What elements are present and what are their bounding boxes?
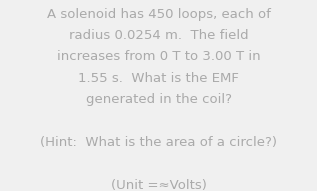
Text: radius 0.0254 m.  The field: radius 0.0254 m. The field [69, 29, 248, 42]
Text: 1.55 s.  What is the EMF: 1.55 s. What is the EMF [78, 72, 239, 85]
Text: A solenoid has 450 loops, each of: A solenoid has 450 loops, each of [47, 8, 270, 21]
Text: increases from 0 T to 3.00 T in: increases from 0 T to 3.00 T in [57, 50, 260, 63]
Text: (Unit =≈Volts): (Unit =≈Volts) [111, 179, 206, 191]
Text: (Hint:  What is the area of a circle?): (Hint: What is the area of a circle?) [40, 136, 277, 149]
Text: generated in the coil?: generated in the coil? [86, 93, 231, 106]
